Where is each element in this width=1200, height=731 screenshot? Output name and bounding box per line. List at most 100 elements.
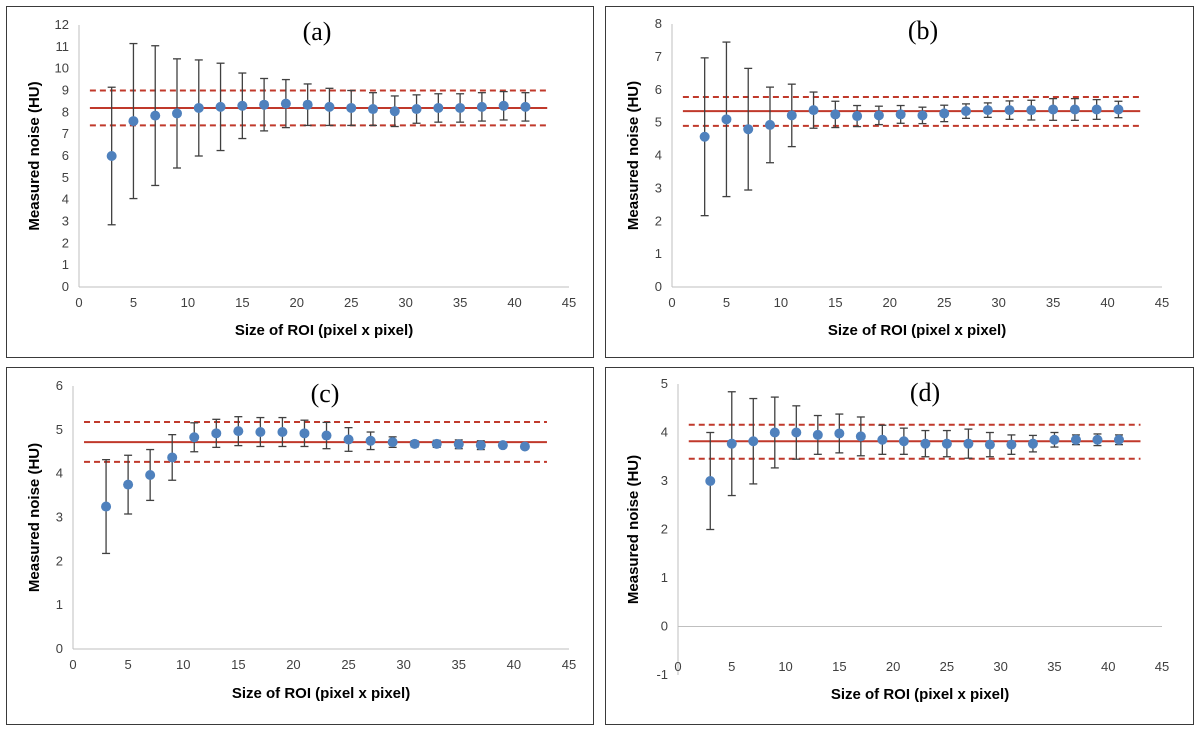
x-tick-label-d: 30 bbox=[993, 659, 1007, 674]
y-tick-label-a: 1 bbox=[62, 257, 69, 272]
data-point-d bbox=[812, 429, 823, 440]
data-point-d bbox=[877, 434, 888, 445]
data-point-a bbox=[302, 99, 313, 110]
y-tick-label-c: 0 bbox=[56, 641, 63, 656]
data-point-d bbox=[984, 439, 995, 450]
x-tick-label-b: 10 bbox=[774, 295, 788, 310]
x-tick-label-c: 30 bbox=[396, 657, 410, 672]
data-point-a bbox=[368, 104, 378, 115]
data-point-a bbox=[411, 104, 422, 115]
data-point-b bbox=[961, 106, 971, 117]
panel-label-b: (b) bbox=[908, 16, 938, 45]
x-axis-title-b: Size of ROI (pixel x pixel) bbox=[828, 322, 1006, 339]
data-point-b bbox=[830, 109, 841, 120]
data-point-c bbox=[365, 435, 376, 446]
data-point-d bbox=[1113, 434, 1124, 445]
data-point-d bbox=[791, 427, 802, 438]
data-point-c bbox=[211, 428, 222, 439]
data-point-a bbox=[433, 102, 444, 113]
x-axis-title-c: Size of ROI (pixel x pixel) bbox=[232, 685, 410, 702]
data-point-c bbox=[431, 438, 442, 449]
data-point-d bbox=[898, 436, 909, 447]
data-point-d bbox=[941, 438, 952, 449]
data-point-d bbox=[769, 427, 780, 438]
x-tick-label-c: 20 bbox=[286, 657, 300, 672]
y-tick-label-a: 4 bbox=[62, 192, 69, 207]
y-tick-label-a: 9 bbox=[62, 83, 69, 98]
x-axis-title-a: Size of ROI (pixel x pixel) bbox=[235, 322, 413, 339]
data-point-b bbox=[1069, 104, 1080, 115]
y-tick-label-b: 6 bbox=[655, 82, 662, 97]
data-point-c bbox=[321, 430, 332, 441]
panel-label-a: (a) bbox=[303, 17, 332, 46]
x-tick-label-c: 25 bbox=[341, 657, 355, 672]
data-point-a bbox=[324, 101, 335, 112]
data-point-a bbox=[237, 100, 248, 111]
data-point-d bbox=[705, 476, 716, 486]
data-point-b bbox=[982, 105, 993, 116]
x-tick-label-d: 40 bbox=[1101, 659, 1115, 674]
x-tick-label-c: 5 bbox=[124, 657, 131, 672]
y-tick-label-a: 10 bbox=[55, 61, 69, 76]
data-point-d bbox=[1006, 439, 1017, 450]
data-point-a bbox=[106, 151, 117, 161]
y-tick-label-c: 6 bbox=[56, 378, 63, 393]
data-point-c bbox=[255, 427, 266, 438]
y-axis-title-d: Measured noise (HU) bbox=[625, 455, 642, 604]
data-point-b bbox=[1113, 104, 1124, 115]
x-tick-label-b: 45 bbox=[1155, 295, 1169, 310]
data-point-c bbox=[453, 439, 464, 450]
data-point-d bbox=[834, 428, 845, 439]
y-tick-label-b: 7 bbox=[655, 49, 662, 64]
y-tick-label-d: 3 bbox=[661, 473, 668, 488]
x-tick-label-b: 25 bbox=[937, 295, 951, 310]
x-tick-label-a: 10 bbox=[181, 295, 195, 310]
y-axis-title-c: Measured noise (HU) bbox=[26, 443, 43, 592]
x-tick-label-d: 20 bbox=[886, 659, 900, 674]
x-tick-label-a: 5 bbox=[130, 295, 137, 310]
data-point-c bbox=[101, 501, 112, 512]
x-tick-label-d: 25 bbox=[940, 659, 954, 674]
data-point-b bbox=[1004, 105, 1015, 116]
x-tick-label-c: 35 bbox=[452, 657, 466, 672]
y-tick-label-b: 2 bbox=[655, 213, 662, 228]
panel-label-d: (d) bbox=[910, 378, 940, 407]
y-axis-title-a: Measured noise (HU) bbox=[26, 81, 43, 230]
x-tick-label-a: 25 bbox=[344, 295, 358, 310]
data-point-a bbox=[520, 101, 531, 112]
x-tick-label-b: 5 bbox=[723, 295, 730, 310]
x-tick-label-d: 10 bbox=[778, 659, 792, 674]
data-point-a bbox=[128, 116, 139, 127]
x-axis-title-d: Size of ROI (pixel x pixel) bbox=[831, 686, 1009, 703]
x-tick-label-a: 20 bbox=[290, 295, 304, 310]
y-tick-label-b: 8 bbox=[655, 16, 662, 31]
y-tick-label-b: 1 bbox=[655, 246, 662, 261]
data-point-c bbox=[233, 426, 244, 437]
y-tick-label-b: 3 bbox=[655, 180, 662, 195]
x-tick-label-c: 45 bbox=[562, 657, 576, 672]
data-point-a bbox=[346, 102, 357, 113]
data-point-b bbox=[1091, 104, 1102, 115]
x-tick-label-c: 0 bbox=[69, 657, 76, 672]
data-point-b bbox=[1026, 105, 1037, 116]
x-tick-label-a: 40 bbox=[507, 295, 521, 310]
data-point-b bbox=[1048, 104, 1059, 115]
data-point-d bbox=[1092, 434, 1103, 445]
data-point-a bbox=[215, 101, 226, 112]
data-point-d bbox=[920, 438, 931, 449]
data-point-b bbox=[721, 114, 732, 125]
y-tick-label-c: 5 bbox=[56, 422, 63, 437]
data-point-d bbox=[1049, 434, 1060, 445]
data-point-a bbox=[389, 106, 400, 117]
x-tick-label-b: 20 bbox=[883, 295, 897, 310]
x-tick-label-d: 35 bbox=[1047, 659, 1061, 674]
x-tick-label-d: 5 bbox=[728, 659, 735, 674]
x-tick-label-d: 45 bbox=[1155, 659, 1169, 674]
data-point-d bbox=[855, 431, 866, 442]
y-tick-label-a: 6 bbox=[62, 148, 69, 163]
data-point-c bbox=[145, 469, 156, 480]
